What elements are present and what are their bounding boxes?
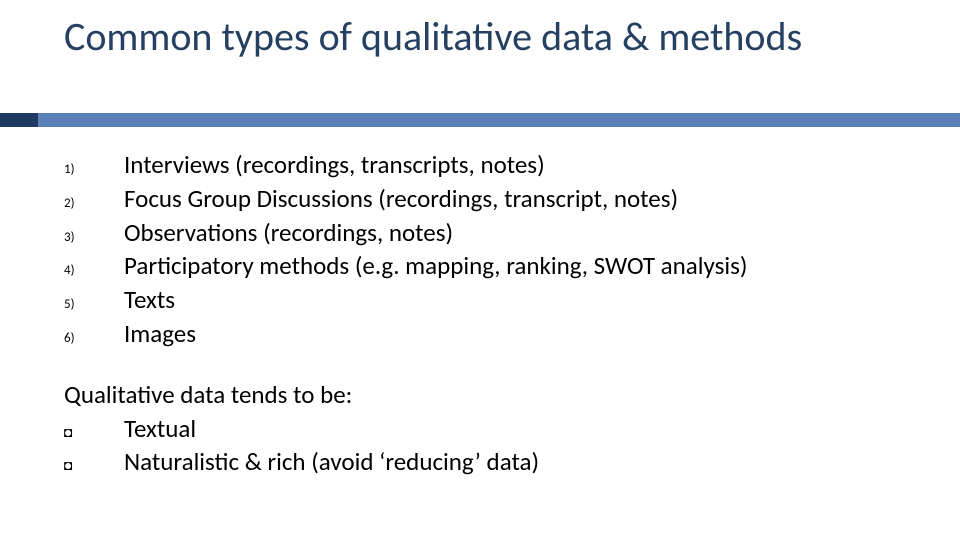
list-text: Naturalistic & rich (avoid ‘reducing’ da… xyxy=(124,445,539,479)
slide-content: 1) Interviews (recordings, transcripts, … xyxy=(64,148,894,479)
list-marker: 6) xyxy=(64,326,124,348)
list-item: 1) Interviews (recordings, transcripts, … xyxy=(64,148,894,182)
list-text: Observations (recordings, notes) xyxy=(124,216,453,250)
list-item: 4) Participatory methods (e.g. mapping, … xyxy=(64,249,894,283)
list-marker: 3) xyxy=(64,225,124,247)
sub-heading: Qualitative data tends to be: xyxy=(64,379,894,410)
list-text: Images xyxy=(124,317,196,351)
bullet-marker-icon: ◘ xyxy=(64,420,124,443)
accent-bar-dark xyxy=(0,113,38,127)
list-text: Focus Group Discussions (recordings, tra… xyxy=(124,182,678,216)
list-item: 5) Texts xyxy=(64,283,894,317)
list-item: 3) Observations (recordings, notes) xyxy=(64,216,894,250)
list-marker: 1) xyxy=(64,157,124,179)
list-text: Textual xyxy=(124,412,196,446)
bullet-marker-icon: ◘ xyxy=(64,453,124,476)
list-text: Participatory methods (e.g. mapping, ran… xyxy=(124,249,747,283)
list-marker: 4) xyxy=(64,258,124,280)
list-item: ◘ Naturalistic & rich (avoid ‘reducing’ … xyxy=(64,445,894,479)
list-item: 2) Focus Group Discussions (recordings, … xyxy=(64,182,894,216)
list-text: Interviews (recordings, transcripts, not… xyxy=(124,148,545,182)
list-text: Texts xyxy=(124,283,175,317)
bullet-list: ◘ Textual ◘ Naturalistic & rich (avoid ‘… xyxy=(64,412,894,480)
slide: Common types of qualitative data & metho… xyxy=(0,0,960,540)
slide-title: Common types of qualitative data & metho… xyxy=(64,14,894,60)
list-marker: 2) xyxy=(64,191,124,213)
list-marker: 5) xyxy=(64,292,124,314)
numbered-list: 1) Interviews (recordings, transcripts, … xyxy=(64,148,894,351)
accent-bar xyxy=(0,113,960,127)
list-item: 6) Images xyxy=(64,317,894,351)
list-item: ◘ Textual xyxy=(64,412,894,446)
